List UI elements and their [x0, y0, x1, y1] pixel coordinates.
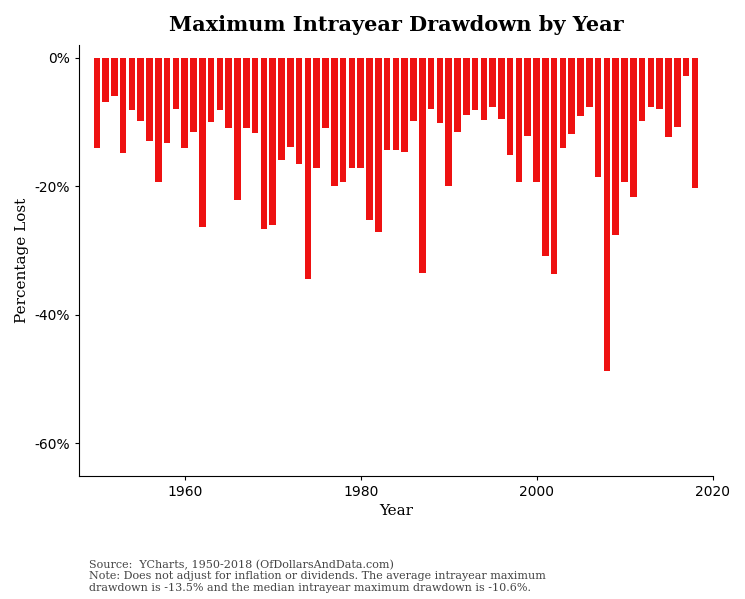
Bar [182, 58, 188, 148]
Bar [428, 58, 434, 109]
Bar [559, 58, 566, 149]
Bar [419, 58, 425, 273]
Bar [296, 58, 302, 165]
Text: Source:  YCharts, 1950-2018 (OfDollarsAndData.com)
Note: Does not adjust for inf: Source: YCharts, 1950-2018 (OfDollarsAnd… [89, 559, 546, 593]
Bar [516, 58, 522, 181]
Bar [278, 58, 285, 160]
Bar [472, 58, 478, 110]
Bar [446, 58, 452, 186]
Bar [129, 58, 136, 110]
Bar [481, 58, 487, 120]
Bar [155, 58, 162, 183]
Bar [287, 58, 294, 147]
Bar [138, 58, 144, 122]
Bar [621, 58, 628, 183]
Bar [358, 58, 364, 168]
Bar [270, 58, 276, 225]
Bar [243, 58, 250, 128]
Bar [234, 58, 241, 201]
Bar [647, 58, 654, 107]
Bar [410, 58, 416, 122]
Bar [226, 58, 232, 128]
Bar [120, 58, 127, 153]
Bar [489, 58, 496, 107]
Bar [683, 58, 689, 75]
Bar [314, 58, 320, 168]
Bar [199, 58, 206, 228]
Bar [595, 58, 601, 177]
Bar [322, 58, 329, 128]
Bar [94, 58, 100, 148]
Bar [384, 58, 390, 150]
Bar [630, 58, 637, 196]
Bar [568, 58, 575, 134]
Bar [190, 58, 197, 132]
Bar [638, 58, 645, 122]
Bar [612, 58, 619, 235]
Bar [305, 58, 311, 279]
Bar [146, 58, 153, 141]
Bar [454, 58, 460, 132]
Bar [665, 58, 672, 137]
Bar [542, 58, 548, 256]
Bar [252, 58, 259, 133]
Bar [507, 58, 513, 155]
Bar [691, 58, 698, 187]
Bar [217, 58, 224, 110]
Bar [551, 58, 557, 274]
Title: Maximum Intrayear Drawdown by Year: Maximum Intrayear Drawdown by Year [168, 15, 623, 35]
Bar [393, 58, 399, 150]
Bar [402, 58, 408, 152]
Bar [102, 58, 109, 102]
Bar [437, 58, 443, 123]
Bar [331, 58, 337, 186]
Bar [349, 58, 355, 168]
Bar [498, 58, 504, 119]
Bar [111, 58, 118, 96]
Bar [367, 58, 372, 220]
Bar [577, 58, 584, 116]
Bar [463, 58, 469, 115]
X-axis label: Year: Year [379, 504, 413, 518]
Bar [173, 58, 180, 109]
Bar [586, 58, 593, 107]
Bar [375, 58, 381, 232]
Bar [603, 58, 610, 371]
Bar [261, 58, 267, 229]
Bar [533, 58, 540, 181]
Bar [340, 58, 346, 181]
Bar [164, 58, 171, 143]
Bar [208, 58, 215, 122]
Bar [524, 58, 531, 135]
Bar [656, 58, 663, 109]
Bar [674, 58, 681, 127]
Y-axis label: Percentage Lost: Percentage Lost [15, 198, 29, 323]
